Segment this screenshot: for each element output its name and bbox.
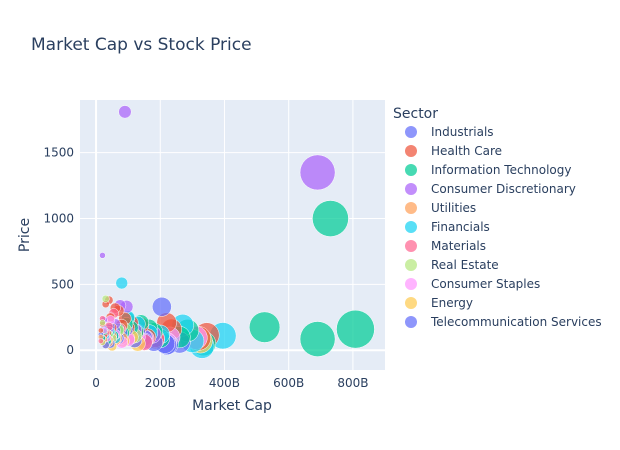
- legend-item-telecommunication-services[interactable]: Telecommunication Services: [405, 315, 602, 329]
- legend-marker: [405, 126, 417, 138]
- legend-item-materials[interactable]: Materials: [405, 239, 486, 253]
- legend-item-utilities[interactable]: Utilities: [405, 201, 476, 215]
- legend-label: Materials: [431, 239, 486, 253]
- data-point-financials: [115, 276, 128, 290]
- x-tick-label: 0: [92, 376, 100, 390]
- legend-marker: [405, 221, 417, 233]
- x-tick-label: 600B: [273, 376, 304, 390]
- legend-item-industrials[interactable]: Industrials: [405, 125, 494, 139]
- legend-item-information-technology[interactable]: Information Technology: [405, 163, 572, 177]
- y-tick-label: 1500: [43, 146, 74, 160]
- legend-label: Information Technology: [431, 163, 572, 177]
- legend-item-health-care[interactable]: Health Care: [405, 144, 502, 158]
- data-point-real-estate: [101, 294, 110, 303]
- data-point-health-care: [98, 327, 104, 334]
- data-point-consumer-discretionary: [118, 105, 132, 119]
- x-tick-label: 400B: [209, 376, 240, 390]
- data-point-materials: [98, 338, 104, 344]
- y-tick-label: 500: [51, 277, 74, 291]
- data-point-consumer-discretionary: [299, 154, 336, 191]
- data-point-information-technology: [249, 311, 281, 343]
- legend-item-consumer-staples[interactable]: Consumer Staples: [405, 277, 540, 291]
- y-tick-label: 0: [66, 343, 74, 357]
- legend-marker: [405, 202, 417, 214]
- legend-marker: [405, 316, 417, 328]
- legend-marker: [405, 297, 417, 309]
- legend-marker: [405, 240, 417, 252]
- legend-item-energy[interactable]: Energy: [405, 296, 473, 310]
- x-tick-label: 200B: [145, 376, 176, 390]
- legend-marker: [405, 145, 417, 157]
- legend-label: Utilities: [431, 201, 476, 215]
- data-point-real-estate: [99, 319, 106, 326]
- legend-label: Industrials: [431, 125, 494, 139]
- data-point-consumer-discretionary: [99, 252, 106, 259]
- data-point-information-technology: [312, 200, 349, 237]
- tick-labels: 0 200B 400B 600B 800B 0 500 1000 1500: [43, 146, 368, 390]
- y-tick-label: 1000: [43, 212, 74, 226]
- legend-item-consumer-discretionary[interactable]: Consumer Discretionary: [405, 182, 576, 196]
- data-point-information-technology: [299, 321, 336, 357]
- y-axis-title: Price: [17, 218, 33, 252]
- x-tick-label: 800B: [337, 376, 368, 390]
- legend-label: Telecommunication Services: [430, 315, 602, 329]
- x-axis-title: Market Cap: [192, 398, 272, 414]
- legend: Sector Industrials Health Care Information…: [393, 106, 602, 329]
- legend-label: Consumer Discretionary: [431, 182, 576, 196]
- data-point-industrials: [152, 296, 172, 317]
- legend-label: Health Care: [431, 144, 502, 158]
- legend-title: Sector: [393, 106, 438, 122]
- legend-label: Consumer Staples: [431, 277, 540, 291]
- chart-title: Market Cap vs Stock Price: [31, 35, 252, 55]
- legend-marker: [405, 278, 417, 290]
- legend-item-real-estate[interactable]: Real Estate: [405, 258, 499, 272]
- legend-marker: [405, 183, 417, 195]
- legend-marker: [405, 259, 417, 271]
- data-points: [98, 105, 375, 359]
- legend-label: Energy: [431, 296, 473, 310]
- legend-label: Financials: [431, 220, 490, 234]
- legend-item-financials[interactable]: Financials: [405, 220, 490, 234]
- data-point-information-technology: [336, 309, 375, 349]
- legend-marker: [405, 164, 417, 176]
- legend-label: Real Estate: [431, 258, 499, 272]
